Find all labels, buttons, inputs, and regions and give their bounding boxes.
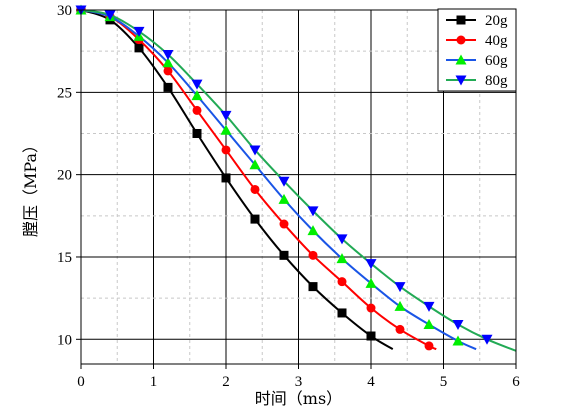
x-tick-label: 3 xyxy=(295,374,303,390)
legend-label: 60g xyxy=(485,53,508,69)
x-tick-label: 2 xyxy=(222,374,230,390)
data-point xyxy=(366,331,376,341)
data-point xyxy=(394,282,406,293)
data-point xyxy=(133,26,145,37)
data-point xyxy=(394,300,406,311)
series-layer xyxy=(75,4,517,352)
series-line xyxy=(80,9,517,352)
legend-item: 60g xyxy=(446,53,508,69)
x-tick-label: 6 xyxy=(512,374,520,390)
data-point xyxy=(424,341,434,351)
data-point xyxy=(452,319,464,330)
data-point xyxy=(308,250,318,260)
legend-label: 40g xyxy=(485,33,508,49)
axis-ticks: 0 1 2 3 4 5 6 10 15 20 25 30 xyxy=(57,3,520,390)
legend-item: 20g xyxy=(446,13,508,29)
data-point xyxy=(104,10,116,21)
data-point xyxy=(221,145,231,155)
legend-label: 80g xyxy=(485,73,508,89)
data-point xyxy=(278,193,290,204)
data-point xyxy=(366,303,376,313)
data-point xyxy=(163,82,173,92)
data-point xyxy=(337,308,347,318)
data-point xyxy=(337,277,347,287)
data-point xyxy=(423,301,435,312)
y-tick-label: 10 xyxy=(57,332,72,348)
x-tick-label: 4 xyxy=(367,374,375,390)
y-tick-label: 30 xyxy=(57,3,72,19)
legend-box xyxy=(437,8,517,92)
data-point xyxy=(455,54,467,65)
legend-item: 40g xyxy=(446,33,508,49)
data-point xyxy=(250,214,260,224)
x-tick-label: 5 xyxy=(440,374,448,390)
data-point xyxy=(220,124,232,135)
data-point xyxy=(249,145,261,156)
data-point xyxy=(395,324,405,334)
x-tick-label: 0 xyxy=(77,374,85,390)
data-point xyxy=(307,225,319,236)
data-point xyxy=(456,15,466,25)
x-tick-label: 1 xyxy=(150,374,158,390)
series-20g xyxy=(76,5,394,351)
data-point xyxy=(336,253,348,264)
data-point xyxy=(279,219,289,229)
data-point xyxy=(279,250,289,260)
y-tick-label: 25 xyxy=(57,85,72,101)
data-point xyxy=(191,79,203,90)
data-point xyxy=(163,66,173,76)
data-point xyxy=(162,57,174,68)
data-point xyxy=(423,318,435,329)
data-point xyxy=(455,75,467,86)
y-tick-label: 20 xyxy=(57,168,72,184)
data-point xyxy=(365,259,377,270)
data-point xyxy=(456,35,466,45)
series-60g xyxy=(75,4,477,351)
data-point xyxy=(221,173,231,183)
legend-label: 20g xyxy=(485,13,508,29)
series-40g xyxy=(76,5,437,351)
data-point xyxy=(250,184,260,194)
x-axis-title: 时间（ms） xyxy=(255,389,342,408)
data-point xyxy=(220,110,232,121)
data-point xyxy=(191,90,203,101)
data-point xyxy=(134,43,144,53)
data-point xyxy=(336,234,348,245)
series-80g xyxy=(75,5,517,352)
data-point xyxy=(249,159,261,170)
data-point xyxy=(308,282,318,292)
data-point xyxy=(162,49,174,60)
data-point xyxy=(452,335,464,346)
data-point xyxy=(307,206,319,217)
y-tick-label: 15 xyxy=(57,250,72,266)
legend-item: 80g xyxy=(446,73,508,89)
data-point xyxy=(192,128,202,138)
data-point xyxy=(192,105,202,115)
data-point xyxy=(365,277,377,288)
legend: 20g 40g 60g 80g xyxy=(437,8,517,92)
data-point xyxy=(481,334,493,345)
data-point xyxy=(278,176,290,187)
y-axis-title: 膛压（MPa） xyxy=(21,137,40,237)
